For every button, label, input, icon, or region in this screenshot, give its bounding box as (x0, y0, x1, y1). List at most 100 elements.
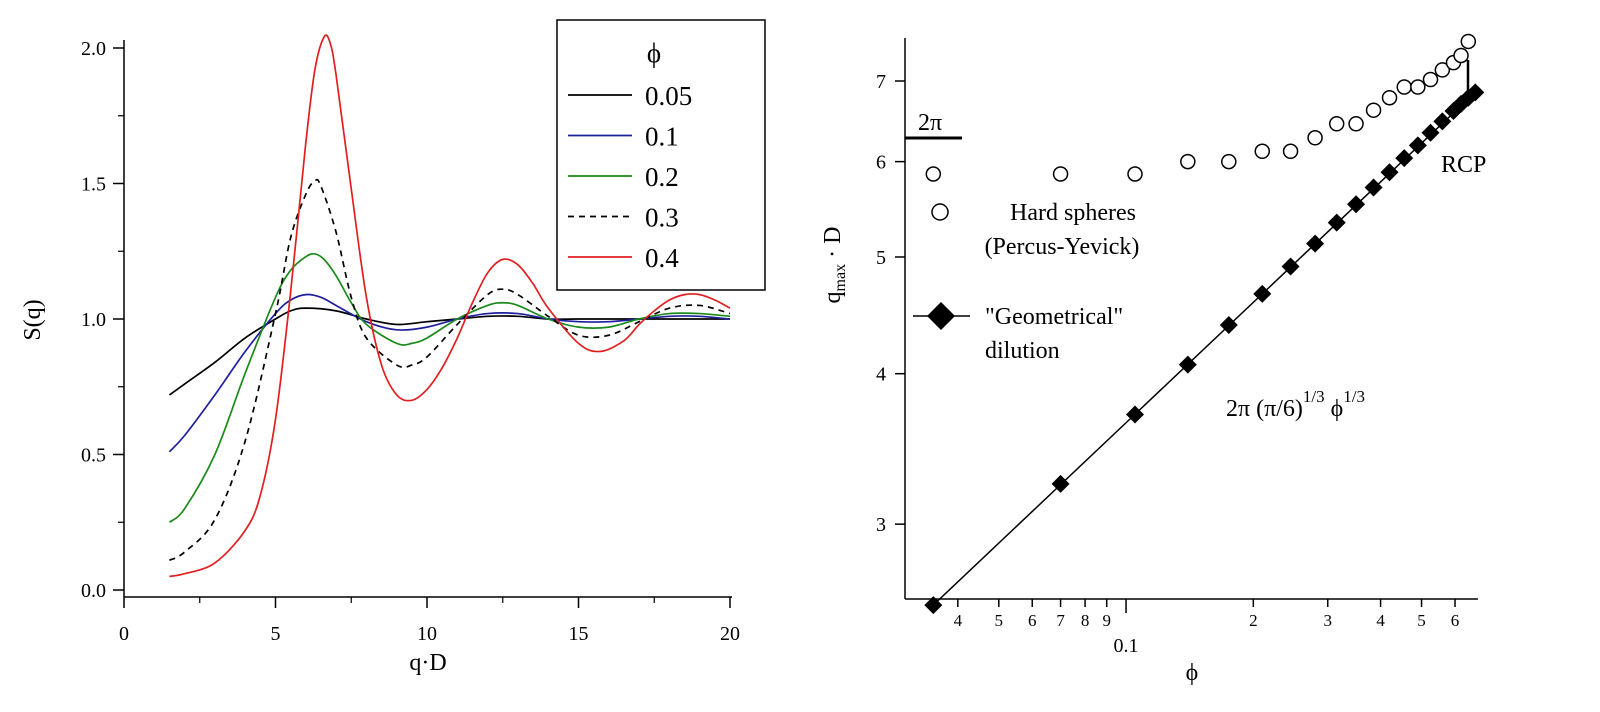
geometrical-dilution-point (924, 596, 943, 615)
right-x-tick-label: 5 (995, 611, 1004, 630)
hard-sphere-point (1460, 33, 1477, 50)
geometrical-dilution-point (1347, 195, 1366, 214)
geometrical-dilution-point (1408, 136, 1427, 155)
right-x-axis-label: ϕ (1186, 660, 1199, 686)
geometrical-dilution-point (1327, 213, 1346, 232)
geometrical-dilution-point (1433, 112, 1452, 131)
right-x-tick-label: 7 (1056, 611, 1065, 630)
geometrical-legend-marker (927, 302, 955, 330)
hard-sphere-point (1434, 62, 1451, 78)
right-x-tick-label: 0.1 (1114, 635, 1139, 657)
left-y-tick-label: 2.0 (81, 38, 106, 60)
geometrical-dilution-point (1466, 83, 1485, 102)
geometrical-dilution-point (1126, 405, 1145, 424)
left-y-tick-label: 0.0 (81, 580, 106, 602)
right-x-tick-label: 3 (1324, 611, 1333, 630)
legend-label: 0.2 (645, 162, 679, 192)
geometrical-dilution-point (1051, 474, 1070, 493)
left-y-tick-label: 1.5 (81, 174, 106, 196)
left-y-tick-label: 0.5 (81, 445, 106, 467)
curve-phi-0.05 (168, 307, 730, 396)
curve-phi-0.3 (169, 178, 731, 561)
hard-sphere-point (1282, 143, 1299, 160)
hard-sphere-point (1396, 79, 1412, 95)
legend-label: 0.4 (645, 243, 679, 273)
geometrical-dilution-point (1281, 257, 1300, 276)
right-x-tick-label: 9 (1102, 611, 1111, 630)
legend-label: 0.3 (645, 203, 679, 233)
curve-phi-0.2 (168, 252, 731, 523)
legend-title: ϕ (647, 38, 661, 68)
geometrical-legend-line2: dilution (985, 338, 1060, 364)
hard-sphere-point (1254, 143, 1271, 160)
legend: ϕ 0.05 0.1 0.2 0.3 0.4 (556, 19, 766, 291)
right-x-tick-label: 5 (1417, 611, 1426, 630)
right-y-tick-label: 4 (876, 364, 886, 386)
right-x-tick-label: 6 (1028, 611, 1037, 630)
left-y-axis-label: S(q) (20, 299, 46, 340)
hard-sphere-point (1381, 89, 1398, 106)
right-x-tick-label: 4 (1376, 611, 1385, 630)
two-pi-label: 2π (918, 110, 942, 136)
left-x-tick-label: 20 (720, 623, 740, 645)
fit-formula: 2π (π/6)1/3 ϕ1/3 (1226, 387, 1365, 422)
right-y-axis-label: qmax · D (820, 227, 849, 304)
legend-entries: 0.05 0.1 0.2 0.3 0.4 (568, 81, 692, 273)
left-x-axis-label: q·D (409, 650, 446, 676)
geometrical-dilution-point (1219, 316, 1238, 335)
right-x-tick-label: 4 (954, 611, 963, 630)
ylabel-sub: max (832, 264, 849, 292)
right-y-tick-label: 7 (876, 71, 886, 93)
ylabel-main: q (820, 291, 846, 303)
fit-formula-mid: ϕ (1325, 396, 1344, 422)
left-x-tick-label: 10 (417, 623, 437, 645)
fit-formula-exp2: 1/3 (1343, 387, 1365, 406)
hard-sphere-point (1453, 47, 1469, 64)
hard-sphere-point (1410, 79, 1426, 95)
hard-sphere-point (1348, 116, 1364, 132)
hard-sphere-point (1422, 71, 1439, 88)
hard-sphere-point (1328, 116, 1345, 132)
legend-label: 0.05 (645, 81, 692, 111)
ylabel-rest: · D (820, 227, 846, 264)
hard-sphere-point (1307, 130, 1323, 146)
rcp-label: RCP (1441, 152, 1486, 178)
hard-sphere-point (1365, 102, 1382, 118)
geometrical-dilution-point (1421, 123, 1440, 142)
right-x-tick-label: 8 (1081, 611, 1090, 630)
hard-sphere-point (1221, 153, 1237, 170)
left-x-tick-label: 15 (569, 623, 589, 645)
left-curves (168, 34, 731, 578)
geometrical-dilution-point (1380, 163, 1399, 182)
right-x-tick-label: 6 (1451, 611, 1460, 630)
hard-sphere-point (1180, 153, 1196, 170)
geometrical-dilution-point (1178, 355, 1197, 374)
right-y-tick-label: 6 (876, 152, 886, 174)
geometrical-dilution-point (1253, 284, 1272, 303)
legend-label: 0.1 (645, 122, 679, 152)
right-y-tick-label: 5 (876, 247, 886, 269)
legend-box (556, 19, 766, 291)
hard-spheres-legend-line2: (Percus-Yevick) (985, 234, 1140, 260)
fit-line-path (932, 91, 1476, 606)
right-axes (904, 38, 1478, 600)
left-y-tick-label: 1.0 (81, 309, 106, 331)
fit-line (932, 91, 1476, 606)
hard-sphere-point (925, 166, 942, 182)
left-ticks: 0 5 10 15 20 0.0 0.5 1.0 1.5 2.0 (81, 38, 740, 645)
geometrical-legend-line1: "Geometrical" (985, 304, 1123, 330)
geometrical-dilution-point (1395, 149, 1414, 168)
geometrical-dilution-point (1306, 234, 1325, 253)
right-y-tick-label: 3 (876, 514, 886, 536)
fit-formula-main: 2π (π/6) (1226, 396, 1303, 422)
curve-phi-0.4 (169, 34, 731, 578)
hard-spheres-legend-marker (931, 203, 949, 221)
hard-sphere-point (1127, 166, 1143, 182)
structure-factor-chart: 0 5 10 15 200.00.51.01.52.0 q·D S(q) ϕ 0.050… (20, 19, 766, 676)
left-x-tick-label: 0 (119, 623, 129, 645)
geometrical-dilution-point (1364, 178, 1383, 197)
fit-formula-exp1: 1/3 (1303, 387, 1325, 406)
